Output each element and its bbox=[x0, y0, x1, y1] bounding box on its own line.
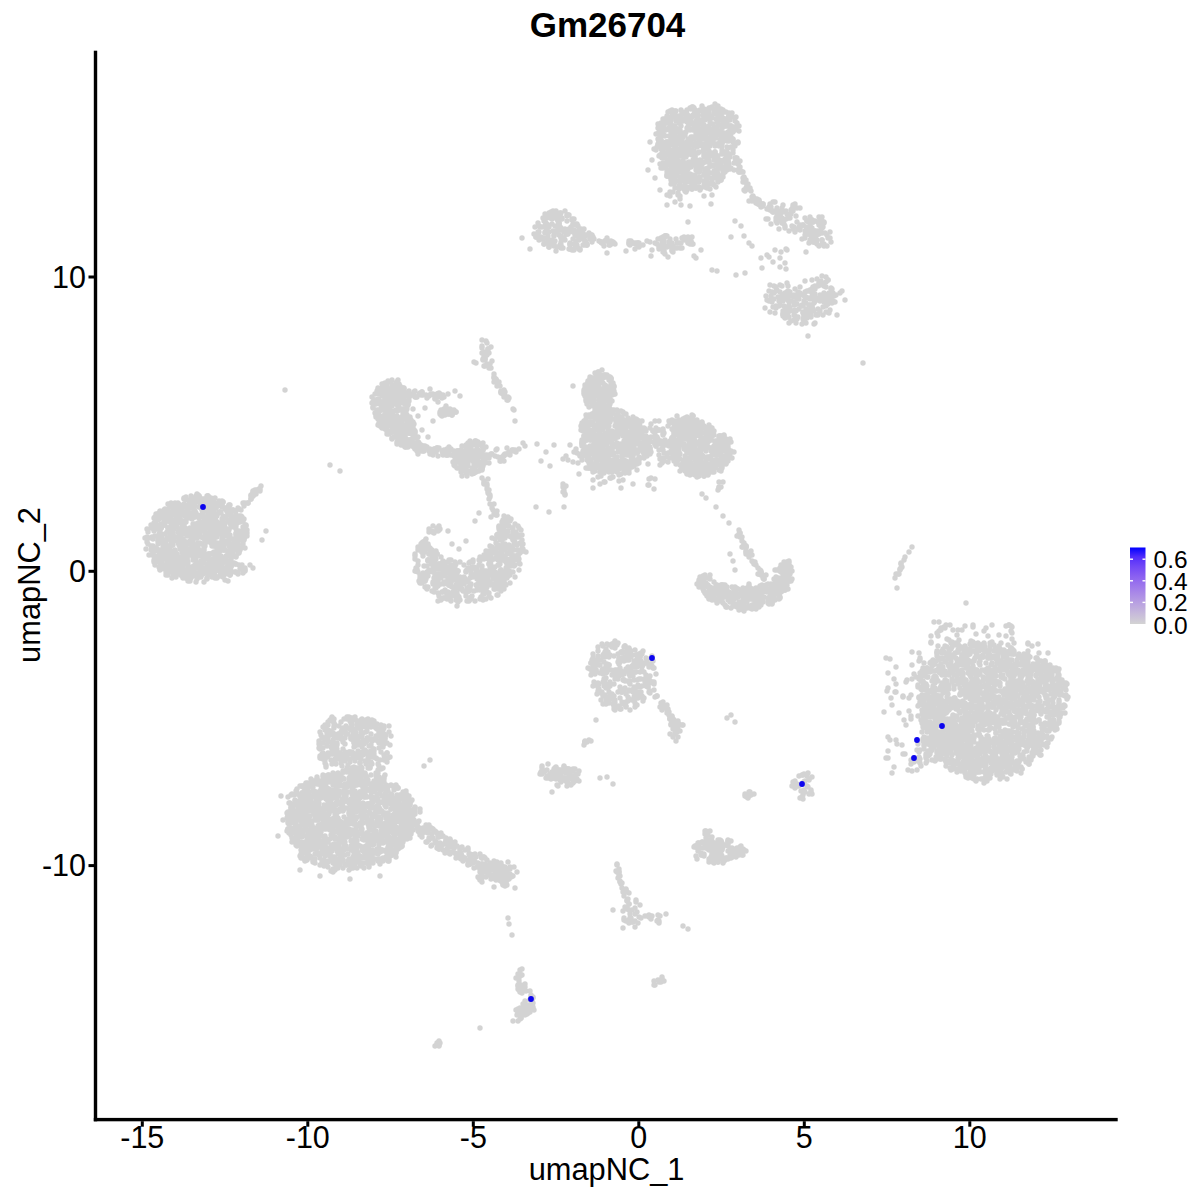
svg-text:10: 10 bbox=[953, 1120, 987, 1154]
svg-text:0.0: 0.0 bbox=[1154, 612, 1188, 639]
svg-text:-5: -5 bbox=[460, 1120, 487, 1154]
svg-text:umapNC_1: umapNC_1 bbox=[529, 1152, 685, 1187]
svg-text:-10: -10 bbox=[286, 1120, 330, 1154]
svg-text:Gm26704: Gm26704 bbox=[530, 5, 686, 44]
svg-text:-10: -10 bbox=[42, 848, 86, 882]
svg-text:0: 0 bbox=[69, 554, 86, 588]
svg-text:10: 10 bbox=[52, 260, 86, 294]
svg-text:5: 5 bbox=[796, 1120, 813, 1154]
svg-text:0: 0 bbox=[630, 1120, 647, 1154]
svg-text:umapNC_2: umapNC_2 bbox=[12, 507, 47, 663]
svg-text:-15: -15 bbox=[120, 1120, 164, 1154]
